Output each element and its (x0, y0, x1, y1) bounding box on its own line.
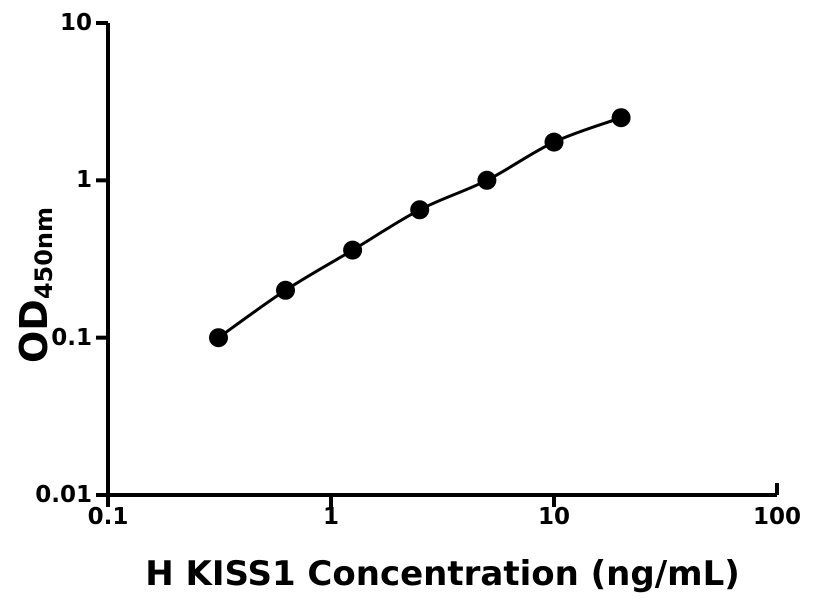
y-tick-label: 0.01 (35, 482, 92, 508)
data-point-marker (209, 328, 228, 348)
x-tick-label: 0.1 (87, 504, 129, 530)
y-axis-title-subscript: 450nm (30, 206, 58, 300)
y-axis-title-main: OD (12, 299, 56, 364)
data-point-marker (410, 200, 430, 220)
y-tick-label: 0.1 (51, 324, 92, 351)
standard-curve-line (217, 116, 622, 339)
y-tick-label: 1 (75, 167, 92, 194)
data-point-marker (544, 132, 564, 152)
data-point-marker (611, 108, 631, 128)
data-point-marker (343, 240, 363, 260)
x-tick-label: 10 (537, 504, 571, 530)
x-tick-label: 100 (752, 504, 802, 530)
x-tick-label: 1 (322, 504, 340, 530)
x-axis-title: H KISS1 Concentration (ng/mL) (145, 554, 740, 594)
y-tick-label: 10 (59, 10, 92, 36)
y-axis-title: OD450nm (12, 206, 58, 364)
data-point-marker (477, 170, 497, 190)
data-point-marker (276, 280, 295, 300)
